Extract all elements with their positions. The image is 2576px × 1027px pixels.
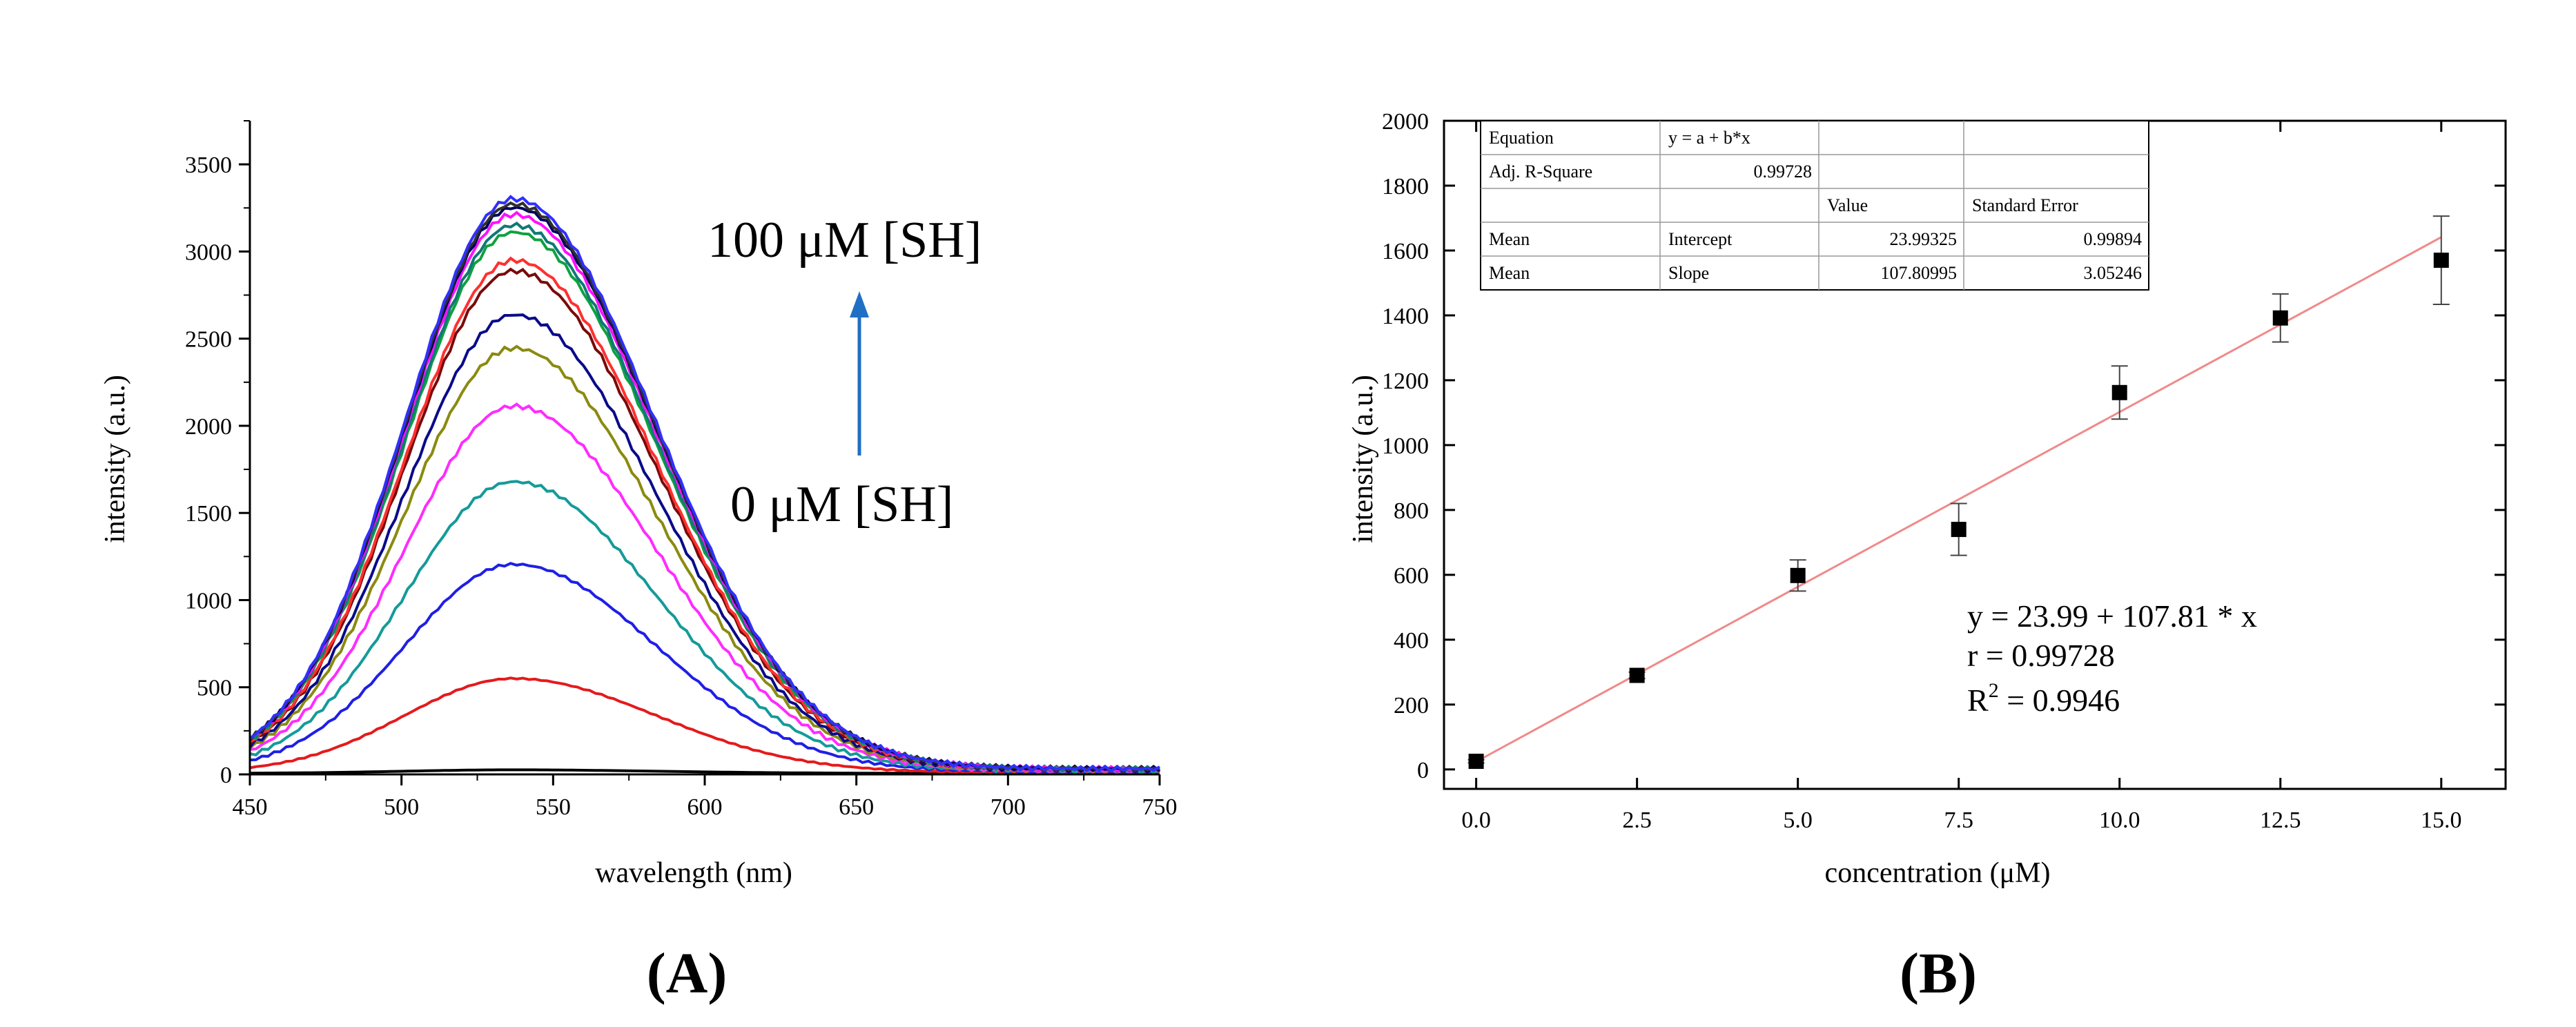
annotation-100uM-label: 100 μM [SH] [708,212,982,268]
spectrum-series-4 [249,402,1160,774]
panel-a-x-tick-label: 550 [536,794,571,820]
panel-b-y-tick-label: 200 [1394,693,1429,718]
panel-b-data-points [1467,215,2450,770]
panel-a-x-tick-label: 500 [384,794,419,820]
panel-a-x-tick-label: 600 [687,794,723,820]
panel-a-spectra-chart: 450 500 550 600 650 700 750 0 500 1000 1500 2000 250… [99,120,1178,1006]
spectrum-series-3 [249,480,1160,774]
spectrum-series-9 [249,230,1161,774]
spectrum-series-14 [248,195,1161,773]
panel-b-y-tick-label: 1400 [1382,304,1429,329]
panel-a-ticks: 450 500 550 600 650 700 750 0 500 1000 1500 2000 250… [185,120,1178,820]
panel-b-y-tick-label: 2000 [1382,109,1429,135]
panel-a-y-axis-label: intensity (a.u.) [99,375,131,543]
panel-a-y-tick-label: 2500 [185,327,232,353]
panel-b-y-tick-label: 1000 [1382,433,1429,459]
panel-a-y-tick-label: 500 [197,676,232,701]
fit-r2-text: R2 = 0.9946 [1967,679,2120,718]
spectrum-series-8 [249,256,1161,774]
data-point-marker [2433,253,2449,268]
r2-value: = 0.9946 [1999,683,2120,718]
panel-b-calibration-chart: 0.0 2.5 5.0 7.5 10.0 12.5 15.0 0 200 400 600 800 100… [1347,109,2507,1006]
fit-results-table: Equation y = a + b*x Adj. R-Square 0.99728 V… [1480,120,2149,291]
fit-table-cell: Standard Error [1972,195,2078,215]
spectrum-series-7 [248,267,1160,774]
data-point-marker [1951,522,1967,538]
panel-b-y-tick-label: 1600 [1382,239,1429,264]
spectrum-series-13 [248,201,1160,773]
panel-a-x-tick-label: 750 [1142,794,1178,820]
fit-table-cell: 0.99894 [2084,229,2143,249]
panel-a-y-tick-label: 1500 [185,501,232,527]
panel-a-y-tick-label: 2000 [185,414,232,440]
panel-a-axes [248,121,1160,776]
fit-table-cell: 0.99728 [1754,162,1813,182]
panel-a-x-tick-label: 450 [233,794,268,820]
panel-a-y-tick-label: 3500 [185,153,232,178]
panel-b-x-tick-label: 7.5 [1944,808,1973,833]
fit-table-cell: 107.80995 [1881,263,1958,283]
panel-a-y-tick-label: 0 [220,763,232,788]
fit-table-cell: Equation [1489,128,1554,148]
panel-a-y-tick-label: 3000 [185,239,232,265]
fit-table-cell: Adj. R-Square [1489,162,1592,182]
fit-equation-text: y = 23.99 + 107.81 * x [1967,598,2257,634]
spectrum-series-1 [249,676,1160,775]
fit-table-cell: y = a + b*x [1668,128,1750,148]
panel-a-series-group [248,195,1161,775]
fit-table-cell: Slope [1668,263,1709,283]
panel-b-y-tick-label: 1200 [1382,369,1429,394]
annotation-0uM-label: 0 μM [SH] [730,476,953,533]
fit-table-cell: Mean [1489,263,1530,283]
panel-b-y-tick-label: 1800 [1382,174,1429,199]
fit-table-cell: 23.99325 [1890,229,1958,249]
fit-table-cell: Mean [1489,229,1530,249]
panel-b-y-tick-label: 600 [1394,563,1429,589]
panel-a-x-tick-label: 700 [991,794,1026,820]
fit-table-cell: Intercept [1668,229,1733,249]
panel-b-ticks: 0.0 2.5 5.0 7.5 10.0 12.5 15.0 0 200 400 600 800 100… [1382,109,2506,833]
panel-a-y-tick-label: 1000 [185,588,232,614]
r2-superscript: 2 [1989,679,1999,702]
fit-table-cell: 3.05246 [2084,263,2143,283]
panel-a-title: (A) [647,941,728,1006]
data-point-marker [2272,310,2288,326]
fit-table-cell: Value [1827,195,1868,215]
panel-b-title: (B) [1900,941,1977,1006]
panel-b-y-tick-label: 400 [1394,628,1429,654]
panel-b-y-tick-label: 0 [1417,758,1429,783]
panel-b-x-tick-label: 10.0 [2099,808,2140,833]
data-point-marker [1468,754,1484,770]
panel-b-x-tick-label: 12.5 [2260,808,2301,833]
panel-b-y-axis-label: intensity (a.u.) [1347,375,1379,543]
panel-a-x-tick-label: 650 [839,794,874,820]
panel-b-x-tick-label: 5.0 [1783,808,1813,833]
data-point-marker [1629,667,1645,683]
panel-b-fit-line [1475,236,2442,763]
increase-arrow [850,291,869,456]
spectrum-series-5 [248,344,1161,774]
r2-prefix: R [1967,683,1989,718]
panel-b-x-axis-label: concentration (μM) [1825,857,2051,889]
panel-b-x-tick-label: 15.0 [2421,808,2462,833]
data-point-marker [1790,567,1806,583]
panel-a-x-axis-label: wavelength (nm) [595,857,792,889]
data-point-marker [2111,384,2127,400]
arrow-head-icon [850,291,869,317]
panel-b-x-tick-label: 2.5 [1622,808,1652,833]
panel-b-x-tick-label: 0.0 [1461,808,1491,833]
linear-fit-line [1475,236,2442,763]
panel-b-y-tick-label: 800 [1394,498,1429,524]
fit-table-frame [1480,120,2149,291]
fit-r-text: r = 0.99728 [1967,638,2115,673]
